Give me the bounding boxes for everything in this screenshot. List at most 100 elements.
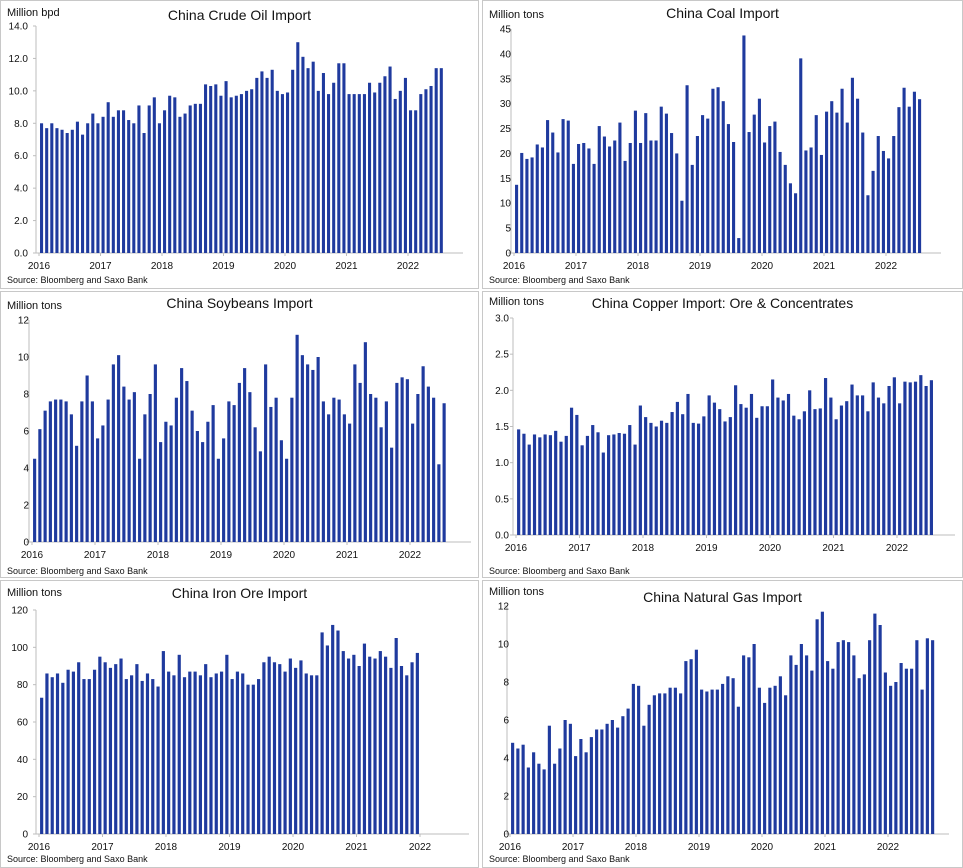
bar: [98, 656, 102, 834]
bar: [258, 451, 262, 542]
source-note: Source: Bloomberg and Saxo Bank: [7, 854, 148, 864]
bar: [784, 695, 788, 834]
bar: [190, 410, 194, 542]
y-tick-label: 6: [503, 716, 509, 727]
bar: [299, 660, 303, 834]
bar: [530, 157, 534, 253]
y-tick-label: 0: [503, 830, 509, 841]
bar: [64, 401, 68, 542]
bar: [40, 697, 44, 834]
x-tick-label: 2019: [212, 261, 235, 272]
y-tick-label: 6: [23, 427, 29, 438]
bar: [907, 106, 911, 254]
bar: [799, 58, 803, 254]
x-tick-label: 2021: [822, 543, 845, 554]
x-tick-label: 2016: [505, 543, 528, 554]
bar: [763, 142, 767, 253]
bar: [40, 123, 44, 253]
bar: [182, 677, 187, 834]
y-unit-label: Million tons: [489, 9, 545, 21]
bar: [731, 678, 735, 834]
source-note: Source: Bloomberg and Saxo Bank: [7, 566, 148, 576]
bar: [680, 200, 684, 253]
bar: [815, 619, 819, 834]
bar: [607, 435, 611, 535]
y-tick-label: 35: [500, 74, 512, 85]
y-tick-label: 14.0: [9, 22, 29, 33]
bar: [871, 382, 875, 535]
x-tick-label: 2018: [147, 550, 170, 561]
y-tick-label: 4: [503, 754, 509, 765]
bar: [388, 66, 392, 253]
chart-panel-soybeans: Million tons China Soybeans Import 0 2 4 6 8…: [0, 291, 479, 578]
bar: [592, 163, 596, 253]
bar: [285, 458, 289, 542]
bar: [852, 655, 856, 834]
x-tick-label: 2016: [28, 261, 51, 272]
bar: [873, 613, 877, 834]
bar: [728, 417, 732, 535]
bar: [571, 163, 575, 253]
bar: [172, 675, 176, 834]
bar: [820, 611, 824, 834]
bar: [241, 673, 245, 834]
bar: [765, 406, 769, 535]
bar: [768, 687, 772, 834]
bar: [532, 752, 536, 834]
bar: [781, 400, 785, 535]
bar: [262, 662, 266, 834]
source-note: Source: Bloomberg and Saxo Bank: [489, 275, 630, 285]
bar: [789, 655, 793, 834]
bar: [776, 397, 780, 535]
bar: [269, 406, 273, 542]
bar: [180, 368, 184, 542]
bar: [272, 662, 277, 834]
bar: [925, 638, 929, 834]
y-tick-label: 5: [505, 224, 511, 235]
bar: [568, 723, 572, 834]
bar: [919, 375, 923, 535]
bar: [429, 85, 433, 254]
bar: [542, 769, 546, 834]
bar: [43, 410, 47, 542]
bar: [649, 140, 653, 253]
bar: [321, 73, 325, 254]
bar: [579, 739, 583, 834]
bar: [239, 94, 243, 253]
bar: [591, 425, 595, 535]
bar: [373, 658, 377, 834]
bar: [124, 679, 128, 834]
bar: [222, 438, 226, 542]
bar: [723, 421, 727, 535]
bar: [566, 120, 570, 253]
bar: [211, 405, 215, 542]
bar: [384, 401, 388, 542]
bar: [60, 129, 64, 253]
x-tick-label: 2018: [151, 261, 174, 272]
bar: [204, 664, 208, 834]
bar: [702, 416, 706, 535]
y-tick-label: 0: [505, 249, 511, 260]
bar: [559, 441, 563, 535]
bar: [855, 395, 859, 535]
bar: [394, 638, 398, 834]
bar: [623, 160, 627, 253]
bar: [142, 133, 146, 253]
bar: [736, 706, 740, 834]
bar: [595, 729, 599, 834]
bar: [167, 671, 171, 834]
bar: [117, 355, 121, 542]
x-tick-label: 2017: [84, 550, 107, 561]
bar: [618, 122, 622, 253]
bar: [130, 675, 134, 834]
bar: [902, 87, 906, 254]
bar: [216, 458, 220, 542]
bar: [638, 405, 642, 535]
bar: [515, 184, 519, 253]
bar: [157, 123, 161, 253]
bar: [163, 110, 167, 253]
bar: [111, 364, 115, 542]
x-tick-label: 2022: [399, 550, 422, 561]
bar: [605, 723, 609, 834]
bar: [616, 727, 620, 834]
